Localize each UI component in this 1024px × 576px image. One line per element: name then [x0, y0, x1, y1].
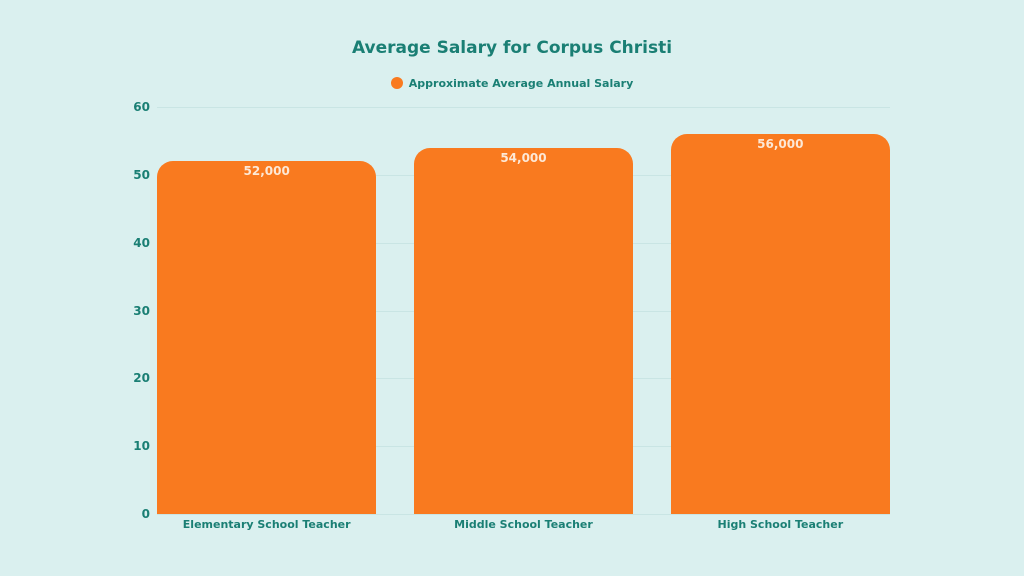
plot-area: 52,000 54,000 56,000 — [157, 107, 890, 515]
chart-title: Average Salary for Corpus Christi — [351, 38, 673, 58]
bar-value-label: 52,000 — [243, 164, 290, 179]
bar-value-label: 56,000 — [757, 137, 804, 152]
y-tick-label: 0 — [141, 507, 150, 521]
legend-label: Approximate Average Annual Salary — [408, 77, 634, 90]
legend-marker-icon — [390, 77, 403, 89]
y-tick-label: 60 — [133, 100, 150, 114]
y-tick-label: 30 — [133, 303, 150, 318]
legend: Approximate Average Annual Salary — [0, 77, 1024, 90]
y-tick-label: 10 — [133, 439, 150, 454]
x-tick-label: Elementary School Teacher — [182, 518, 351, 531]
gridline — [157, 514, 890, 515]
y-tick-label: 40 — [133, 235, 150, 250]
x-tick-label: Middle School Teacher — [454, 518, 593, 531]
y-tick-label: 50 — [133, 167, 150, 182]
bar: 54,000 — [413, 147, 634, 514]
gridline — [157, 107, 890, 108]
bar-value-label: 54,000 — [500, 150, 547, 165]
bar: 52,000 — [157, 161, 377, 514]
y-tick-label: 20 — [133, 371, 150, 386]
x-tick-label: High School Teacher — [717, 518, 844, 531]
bar: 56,000 — [670, 134, 890, 514]
